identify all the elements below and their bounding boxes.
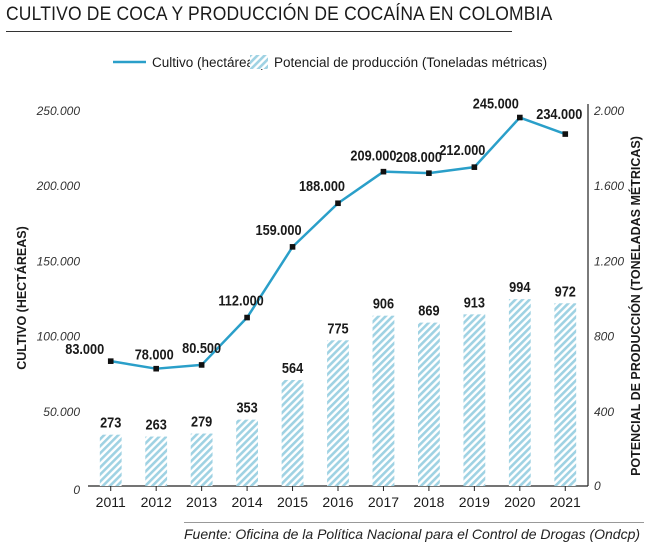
bar-label-2012: 263 bbox=[146, 416, 167, 433]
point-2016 bbox=[335, 200, 341, 207]
bar-label-2015: 564 bbox=[282, 359, 303, 376]
line-label-2017: 209.000 bbox=[350, 147, 396, 164]
y2-tick-label: 2.000 bbox=[593, 104, 624, 118]
x-tick-label: 2014 bbox=[232, 494, 263, 510]
x-tick-label: 2021 bbox=[550, 494, 581, 510]
bar-2012 bbox=[145, 436, 168, 486]
y-tick-label: 0 bbox=[73, 483, 80, 497]
x-tick-label: 2016 bbox=[322, 494, 353, 510]
bar-label-2014: 353 bbox=[236, 399, 257, 416]
point-2014 bbox=[244, 314, 250, 321]
bar-2019 bbox=[463, 314, 486, 486]
y2-tick-label: 1.600 bbox=[594, 179, 624, 193]
legend-label-cultivo: Cultivo (hectáreas) bbox=[152, 55, 265, 70]
bar-2017 bbox=[372, 315, 395, 486]
data-labels: 273 263 279 353 564 775 906 869 913 994 972 83.000 7… bbox=[65, 95, 582, 433]
bar-label-2011: 273 bbox=[100, 414, 121, 431]
bar-series bbox=[99, 299, 577, 486]
bar-label-2017: 906 bbox=[373, 295, 394, 312]
point-2020 bbox=[517, 114, 523, 121]
x-tick-label: 2015 bbox=[277, 494, 308, 510]
title-underline bbox=[6, 31, 512, 32]
y2-tick-label: 800 bbox=[594, 330, 614, 344]
point-2017 bbox=[380, 168, 387, 175]
line-label-2011: 83.000 bbox=[65, 340, 104, 357]
point-2021 bbox=[562, 131, 569, 137]
y2-tick-label: 1.200 bbox=[594, 254, 624, 268]
x-tick-label: 2018 bbox=[413, 494, 444, 510]
bar-2016 bbox=[327, 340, 349, 486]
bar-2021 bbox=[554, 303, 577, 486]
bar-2013 bbox=[190, 433, 213, 486]
source-note: Fuente: Oficina de la Política Nacional … bbox=[184, 526, 641, 542]
point-2019 bbox=[471, 164, 478, 170]
y2-tick-label: 400 bbox=[594, 405, 614, 419]
chart-title: CULTIVO DE COCA Y PRODUCCIÓN DE COCAÍNA … bbox=[6, 4, 553, 25]
bar-2020 bbox=[508, 299, 531, 486]
point-2011 bbox=[107, 358, 114, 364]
source-rule bbox=[184, 522, 644, 523]
line-label-2020: 245.000 bbox=[473, 95, 519, 112]
line-series bbox=[107, 114, 569, 372]
line-label-2018: 208.000 bbox=[396, 148, 442, 165]
y2-tick-label: 0 bbox=[594, 479, 601, 493]
bar-label-2016: 775 bbox=[327, 319, 348, 336]
y-tick-label: 200.000 bbox=[36, 179, 81, 193]
bar-2015 bbox=[281, 379, 304, 486]
line-label-2014: 112.000 bbox=[218, 292, 264, 309]
chart-svg: Cultivo (hectáreas) Potencial de producci… bbox=[14, 55, 643, 510]
point-2018 bbox=[426, 170, 432, 176]
x-tick-label: 2020 bbox=[504, 494, 535, 510]
x-tick-label: 2011 bbox=[96, 494, 126, 510]
point-2013 bbox=[198, 362, 205, 368]
legend: Cultivo (hectáreas) Potencial de producci… bbox=[113, 55, 547, 70]
point-2015 bbox=[289, 244, 296, 250]
y-tick-label: 150.000 bbox=[37, 254, 81, 268]
legend-bar-swatch bbox=[250, 55, 268, 69]
bar-2018 bbox=[418, 322, 440, 486]
x-tick-label: 2013 bbox=[186, 494, 217, 510]
x-tick-label: 2012 bbox=[141, 494, 172, 510]
x-tick-label: 2017 bbox=[368, 494, 399, 510]
y-tick-label: 250.000 bbox=[36, 104, 81, 118]
line-label-2021: 234.000 bbox=[536, 105, 582, 122]
line-label-2016: 188.000 bbox=[299, 177, 345, 194]
y-tick-label: 100.000 bbox=[37, 330, 81, 344]
bar-label-2013: 279 bbox=[191, 413, 212, 430]
y2-axis-title: POTENCIAL DE PRODUCCIÓN (TONELADAS MÉTRI… bbox=[628, 136, 643, 476]
bar-2011 bbox=[99, 434, 122, 486]
line-label-2015: 159.000 bbox=[256, 221, 302, 238]
point-2012 bbox=[153, 365, 159, 372]
bar-label-2020: 994 bbox=[509, 278, 530, 295]
y-axis-title: CULTIVO (HECTÁREAS) bbox=[14, 226, 29, 370]
bar-label-2018: 869 bbox=[418, 302, 439, 319]
bar-2014 bbox=[236, 419, 258, 486]
axes: 0 50.000 100.000 150.000 200.000 250.000 0 400 8… bbox=[14, 104, 643, 510]
line-label-2012: 78.000 bbox=[135, 346, 174, 363]
bar-label-2019: 913 bbox=[464, 293, 485, 310]
line-label-2019: 212.000 bbox=[439, 141, 485, 158]
bar-label-2021: 972 bbox=[555, 282, 576, 299]
legend-label-produccion: Potencial de producción (Toneladas métri… bbox=[274, 55, 547, 70]
x-tick-label: 2019 bbox=[459, 494, 490, 510]
line-label-2013: 80.500 bbox=[182, 339, 221, 356]
y-tick-label: 50.000 bbox=[43, 405, 80, 419]
